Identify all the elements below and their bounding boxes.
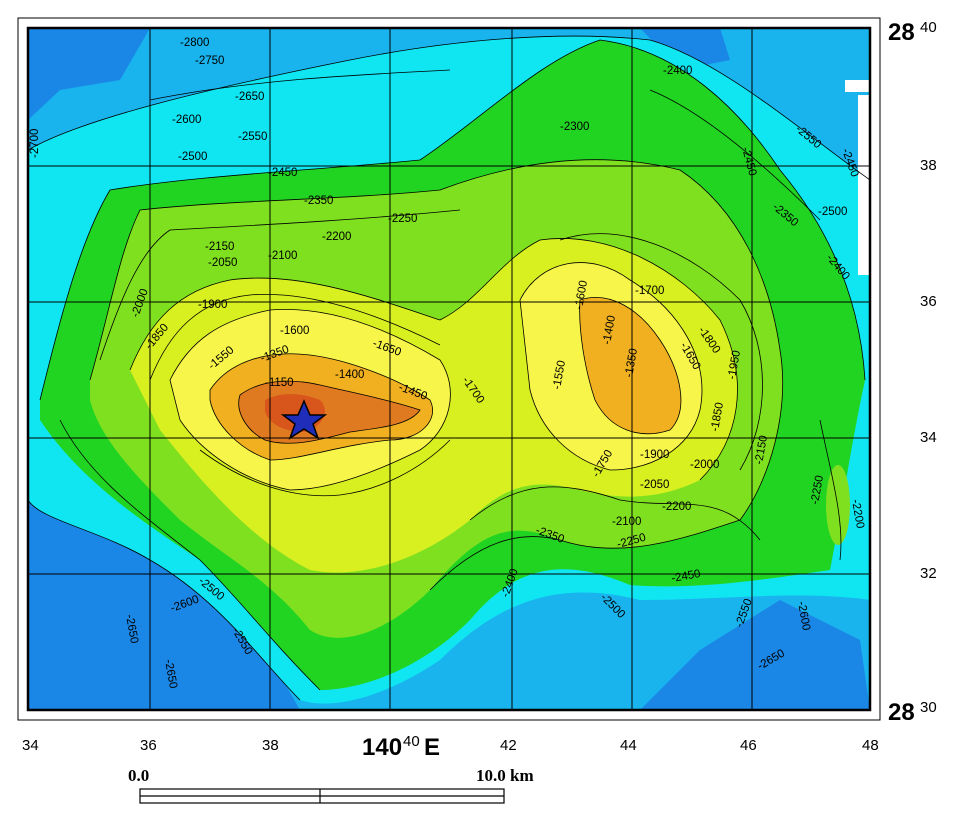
lon-center-minute: 40 bbox=[403, 733, 420, 750]
lat-bottom-degree: 28 bbox=[888, 699, 915, 726]
depth-color-bands bbox=[28, 28, 870, 710]
contour-label: -2100 bbox=[612, 516, 641, 528]
contour-label: -2600 bbox=[172, 114, 201, 126]
contour-label: -1600 bbox=[280, 325, 309, 337]
star-marker-icon bbox=[280, 399, 328, 440]
lon-tick-label: 44 bbox=[620, 737, 637, 754]
lon-tick-label: 36 bbox=[140, 737, 157, 754]
scale-start-label: 0.0 bbox=[128, 766, 149, 785]
contour-label: -2650 bbox=[162, 658, 179, 689]
contour-label: -2800 bbox=[180, 37, 209, 49]
contour-label: -2450 bbox=[268, 167, 297, 179]
contour-label: -1900 bbox=[640, 449, 669, 461]
contour-label: -1850 bbox=[709, 401, 726, 432]
latitude-labels: 28 40 38 36 34 32 28 30 bbox=[888, 19, 937, 726]
lon-tick-label: 48 bbox=[862, 737, 879, 754]
contour-label: -2650 bbox=[235, 91, 264, 103]
contour-label: -2300 bbox=[560, 121, 589, 133]
lon-tick-label: 38 bbox=[262, 737, 279, 754]
lat-top-degree: 28 bbox=[888, 19, 915, 46]
contour-label: -1400 bbox=[335, 369, 364, 381]
contour-label: -2350 bbox=[304, 195, 333, 207]
contour-label: -1400 bbox=[601, 314, 618, 345]
contour-label: -2600 bbox=[795, 600, 812, 631]
longitude-labels: 34 36 38 140 40 E 42 44 46 48 bbox=[22, 733, 879, 761]
contour-label: -2200 bbox=[322, 231, 351, 243]
lat-tick-label: 36 bbox=[920, 293, 937, 310]
contour-label: -2700 bbox=[29, 129, 41, 158]
contour-label: -1950 bbox=[726, 349, 743, 380]
map-outer-frame bbox=[17, 17, 881, 721]
lat-tick-label: 32 bbox=[920, 565, 937, 582]
lon-tick-label: 34 bbox=[22, 737, 39, 754]
contour-label: -2500 bbox=[818, 206, 847, 218]
contour-label: -1550 bbox=[551, 359, 568, 390]
lat-tick-label: 34 bbox=[920, 429, 937, 446]
contour-label: -2250 bbox=[388, 213, 417, 225]
contour-lines bbox=[28, 35, 870, 701]
contour-label: -2500 bbox=[178, 151, 207, 163]
coordinate-grid bbox=[28, 28, 870, 710]
lon-center-suffix: E bbox=[424, 734, 440, 761]
contour-label: -2650 bbox=[123, 613, 140, 644]
contour-label: -2050 bbox=[640, 479, 669, 491]
lat-top-minute: 40 bbox=[920, 19, 937, 36]
contour-labels: -2800 -2750 -2650 -2600 -2550 -2500 -245… bbox=[29, 37, 866, 689]
lon-tick-label: 46 bbox=[740, 737, 757, 754]
contour-label: -1350 bbox=[623, 347, 640, 378]
lon-center-degree: 140 bbox=[362, 734, 402, 761]
lat-tick-label: 38 bbox=[920, 157, 937, 174]
contour-label: -2000 bbox=[690, 459, 719, 471]
map-frame bbox=[26, 26, 872, 712]
contour-label: -2050 bbox=[208, 257, 237, 269]
lon-tick-label: 42 bbox=[500, 737, 517, 754]
contour-label: -1150 bbox=[265, 377, 294, 389]
contour-label: -2150 bbox=[753, 434, 770, 465]
scale-end-label: 10.0 km bbox=[476, 766, 534, 785]
contour-label: -2400 bbox=[663, 65, 692, 77]
contour-label: -1900 bbox=[198, 299, 227, 311]
contour-label: -1700 bbox=[635, 285, 664, 297]
scale-bar: 0.0 10.0 km bbox=[128, 766, 534, 804]
contour-label: -2450 bbox=[670, 568, 701, 585]
lat-bottom-minute: 30 bbox=[920, 699, 937, 716]
contour-label: -2200 bbox=[849, 498, 866, 529]
contour-label: -2750 bbox=[195, 55, 224, 67]
contour-label: -2550 bbox=[238, 131, 267, 143]
contour-label: -2250 bbox=[809, 474, 826, 505]
contour-label: -1600 bbox=[573, 279, 590, 310]
contour-label: -2150 bbox=[205, 241, 234, 253]
contour-label: -2200 bbox=[662, 501, 691, 513]
contour-label: -2100 bbox=[268, 250, 297, 262]
